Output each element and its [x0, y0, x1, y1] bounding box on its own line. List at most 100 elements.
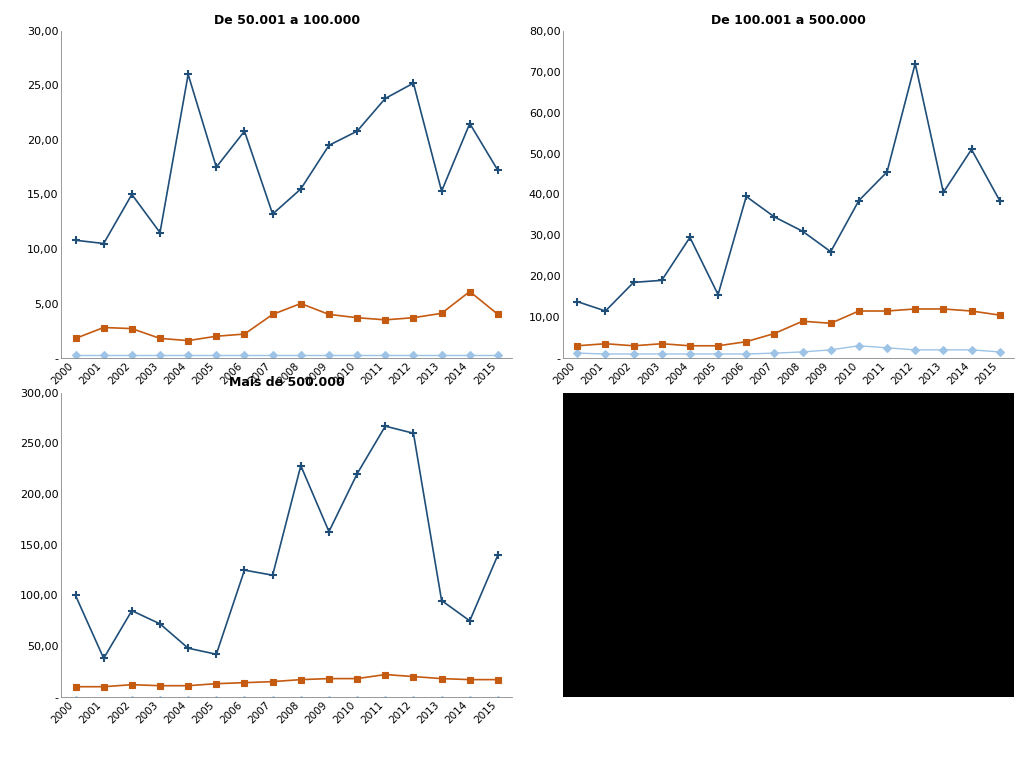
Investimentos — [210, 162, 222, 172]
Inversões Financeiras — [182, 695, 195, 705]
Inversões Financeiras — [768, 349, 780, 358]
Inversões Financeiras — [435, 350, 447, 360]
Inversões Financeiras — [351, 695, 364, 705]
Investimentos — [712, 290, 724, 300]
Investimentos — [379, 94, 391, 103]
Inversões Financeiras — [408, 695, 420, 705]
Amortização da Dívida — [993, 310, 1006, 320]
Investimentos — [464, 119, 476, 128]
Line: Inversões Financeiras: Inversões Financeiras — [574, 343, 1002, 357]
Amortização da Dívida — [712, 341, 724, 350]
Investimentos — [492, 551, 504, 560]
Inversões Financeiras — [740, 350, 753, 359]
Investimentos — [824, 247, 837, 256]
Investimentos — [266, 209, 279, 219]
Inversões Financeiras — [571, 349, 584, 358]
Amortização da Dívida — [655, 339, 668, 348]
Legend: Investimentos, Inversões Financeiras, Amortização da Dívida: Investimentos, Inversões Financeiras, Am… — [75, 435, 499, 454]
Inversões Financeiras — [464, 695, 476, 705]
Investimentos — [909, 59, 922, 69]
Investimentos — [684, 233, 696, 242]
Investimentos — [126, 606, 138, 615]
Line: Amortização da Dívida: Amortização da Dívida — [574, 306, 1002, 349]
Line: Investimentos: Investimentos — [72, 422, 502, 662]
Inversões Financeiras — [97, 350, 110, 360]
Investimentos — [239, 565, 251, 574]
Line: Amortização da Dívida: Amortização da Dívida — [73, 289, 501, 343]
Inversões Financeiras — [126, 350, 138, 360]
Inversões Financeiras — [853, 341, 865, 350]
Investimentos — [295, 184, 307, 193]
Amortização da Dívida — [266, 310, 279, 319]
Amortização da Dívida — [239, 678, 251, 688]
Inversões Financeiras — [797, 347, 809, 357]
Inversões Financeiras — [154, 695, 166, 705]
Amortização da Dívida — [684, 341, 696, 350]
Line: Investimentos: Investimentos — [573, 59, 1004, 315]
Inversões Financeiras — [379, 350, 391, 360]
Inversões Financeiras — [993, 347, 1006, 357]
Inversões Financeiras — [182, 350, 195, 360]
Inversões Financeiras — [210, 695, 222, 705]
Inversões Financeiras — [210, 350, 222, 360]
Inversões Financeiras — [154, 350, 166, 360]
Investimentos — [571, 297, 584, 306]
Amortização da Dívida — [435, 309, 447, 318]
Investimentos — [239, 126, 251, 136]
Inversões Financeiras — [464, 350, 476, 360]
Inversões Financeiras — [684, 350, 696, 359]
Inversões Financeiras — [126, 695, 138, 705]
Investimentos — [435, 186, 447, 196]
Investimentos — [323, 141, 335, 150]
Investimentos — [182, 70, 195, 79]
Amortização da Dívida — [435, 674, 447, 683]
Amortização da Dívida — [323, 674, 335, 683]
Inversões Financeiras — [712, 350, 724, 359]
Inversões Financeiras — [295, 695, 307, 705]
Inversões Financeiras — [351, 350, 364, 360]
Amortização da Dívida — [351, 313, 364, 323]
Investimentos — [655, 276, 668, 285]
Amortização da Dívida — [937, 304, 949, 313]
Investimentos — [853, 196, 865, 205]
Title: De 50.001 a 100.000: De 50.001 a 100.000 — [214, 14, 359, 27]
Inversões Financeiras — [408, 350, 420, 360]
Amortização da Dívida — [492, 675, 504, 685]
Amortização da Dívida — [97, 682, 110, 691]
Line: Investimentos: Investimentos — [72, 70, 502, 248]
Inversões Financeiras — [266, 350, 279, 360]
Amortização da Dívida — [70, 334, 82, 343]
Investimentos — [70, 591, 82, 600]
Investimentos — [797, 226, 809, 236]
Inversões Financeiras — [909, 345, 922, 354]
Inversões Financeiras — [70, 695, 82, 705]
Investimentos — [266, 571, 279, 580]
Investimentos — [628, 278, 640, 287]
Legend: Investimentos, Inversões Financeiras, Amortização da Dívida: Investimentos, Inversões Financeiras, Am… — [577, 435, 1000, 454]
Inversões Financeiras — [266, 695, 279, 705]
Investimentos — [740, 192, 753, 201]
Investimentos — [323, 527, 335, 536]
Amortização da Dívida — [571, 341, 584, 350]
Line: Amortização da Dívida: Amortização da Dívida — [73, 671, 501, 689]
Amortização da Dívida — [295, 675, 307, 685]
Investimentos — [210, 650, 222, 659]
Inversões Financeiras — [379, 695, 391, 705]
Investimentos — [408, 429, 420, 438]
Amortização da Dívida — [97, 323, 110, 332]
Investimentos — [464, 616, 476, 625]
Inversões Financeiras — [824, 345, 837, 354]
Inversões Financeiras — [97, 698, 110, 707]
Amortização da Dívida — [154, 334, 166, 343]
Investimentos — [351, 126, 364, 136]
Amortização da Dívida — [239, 330, 251, 339]
Inversões Financeiras — [295, 350, 307, 360]
Amortização da Dívida — [464, 287, 476, 296]
Inversões Financeiras — [655, 350, 668, 359]
Investimentos — [154, 228, 166, 237]
Investimentos — [295, 461, 307, 470]
Inversões Financeiras — [239, 350, 251, 360]
Investimentos — [937, 188, 949, 197]
Amortização da Dívida — [70, 682, 82, 691]
Amortização da Dívida — [295, 299, 307, 308]
